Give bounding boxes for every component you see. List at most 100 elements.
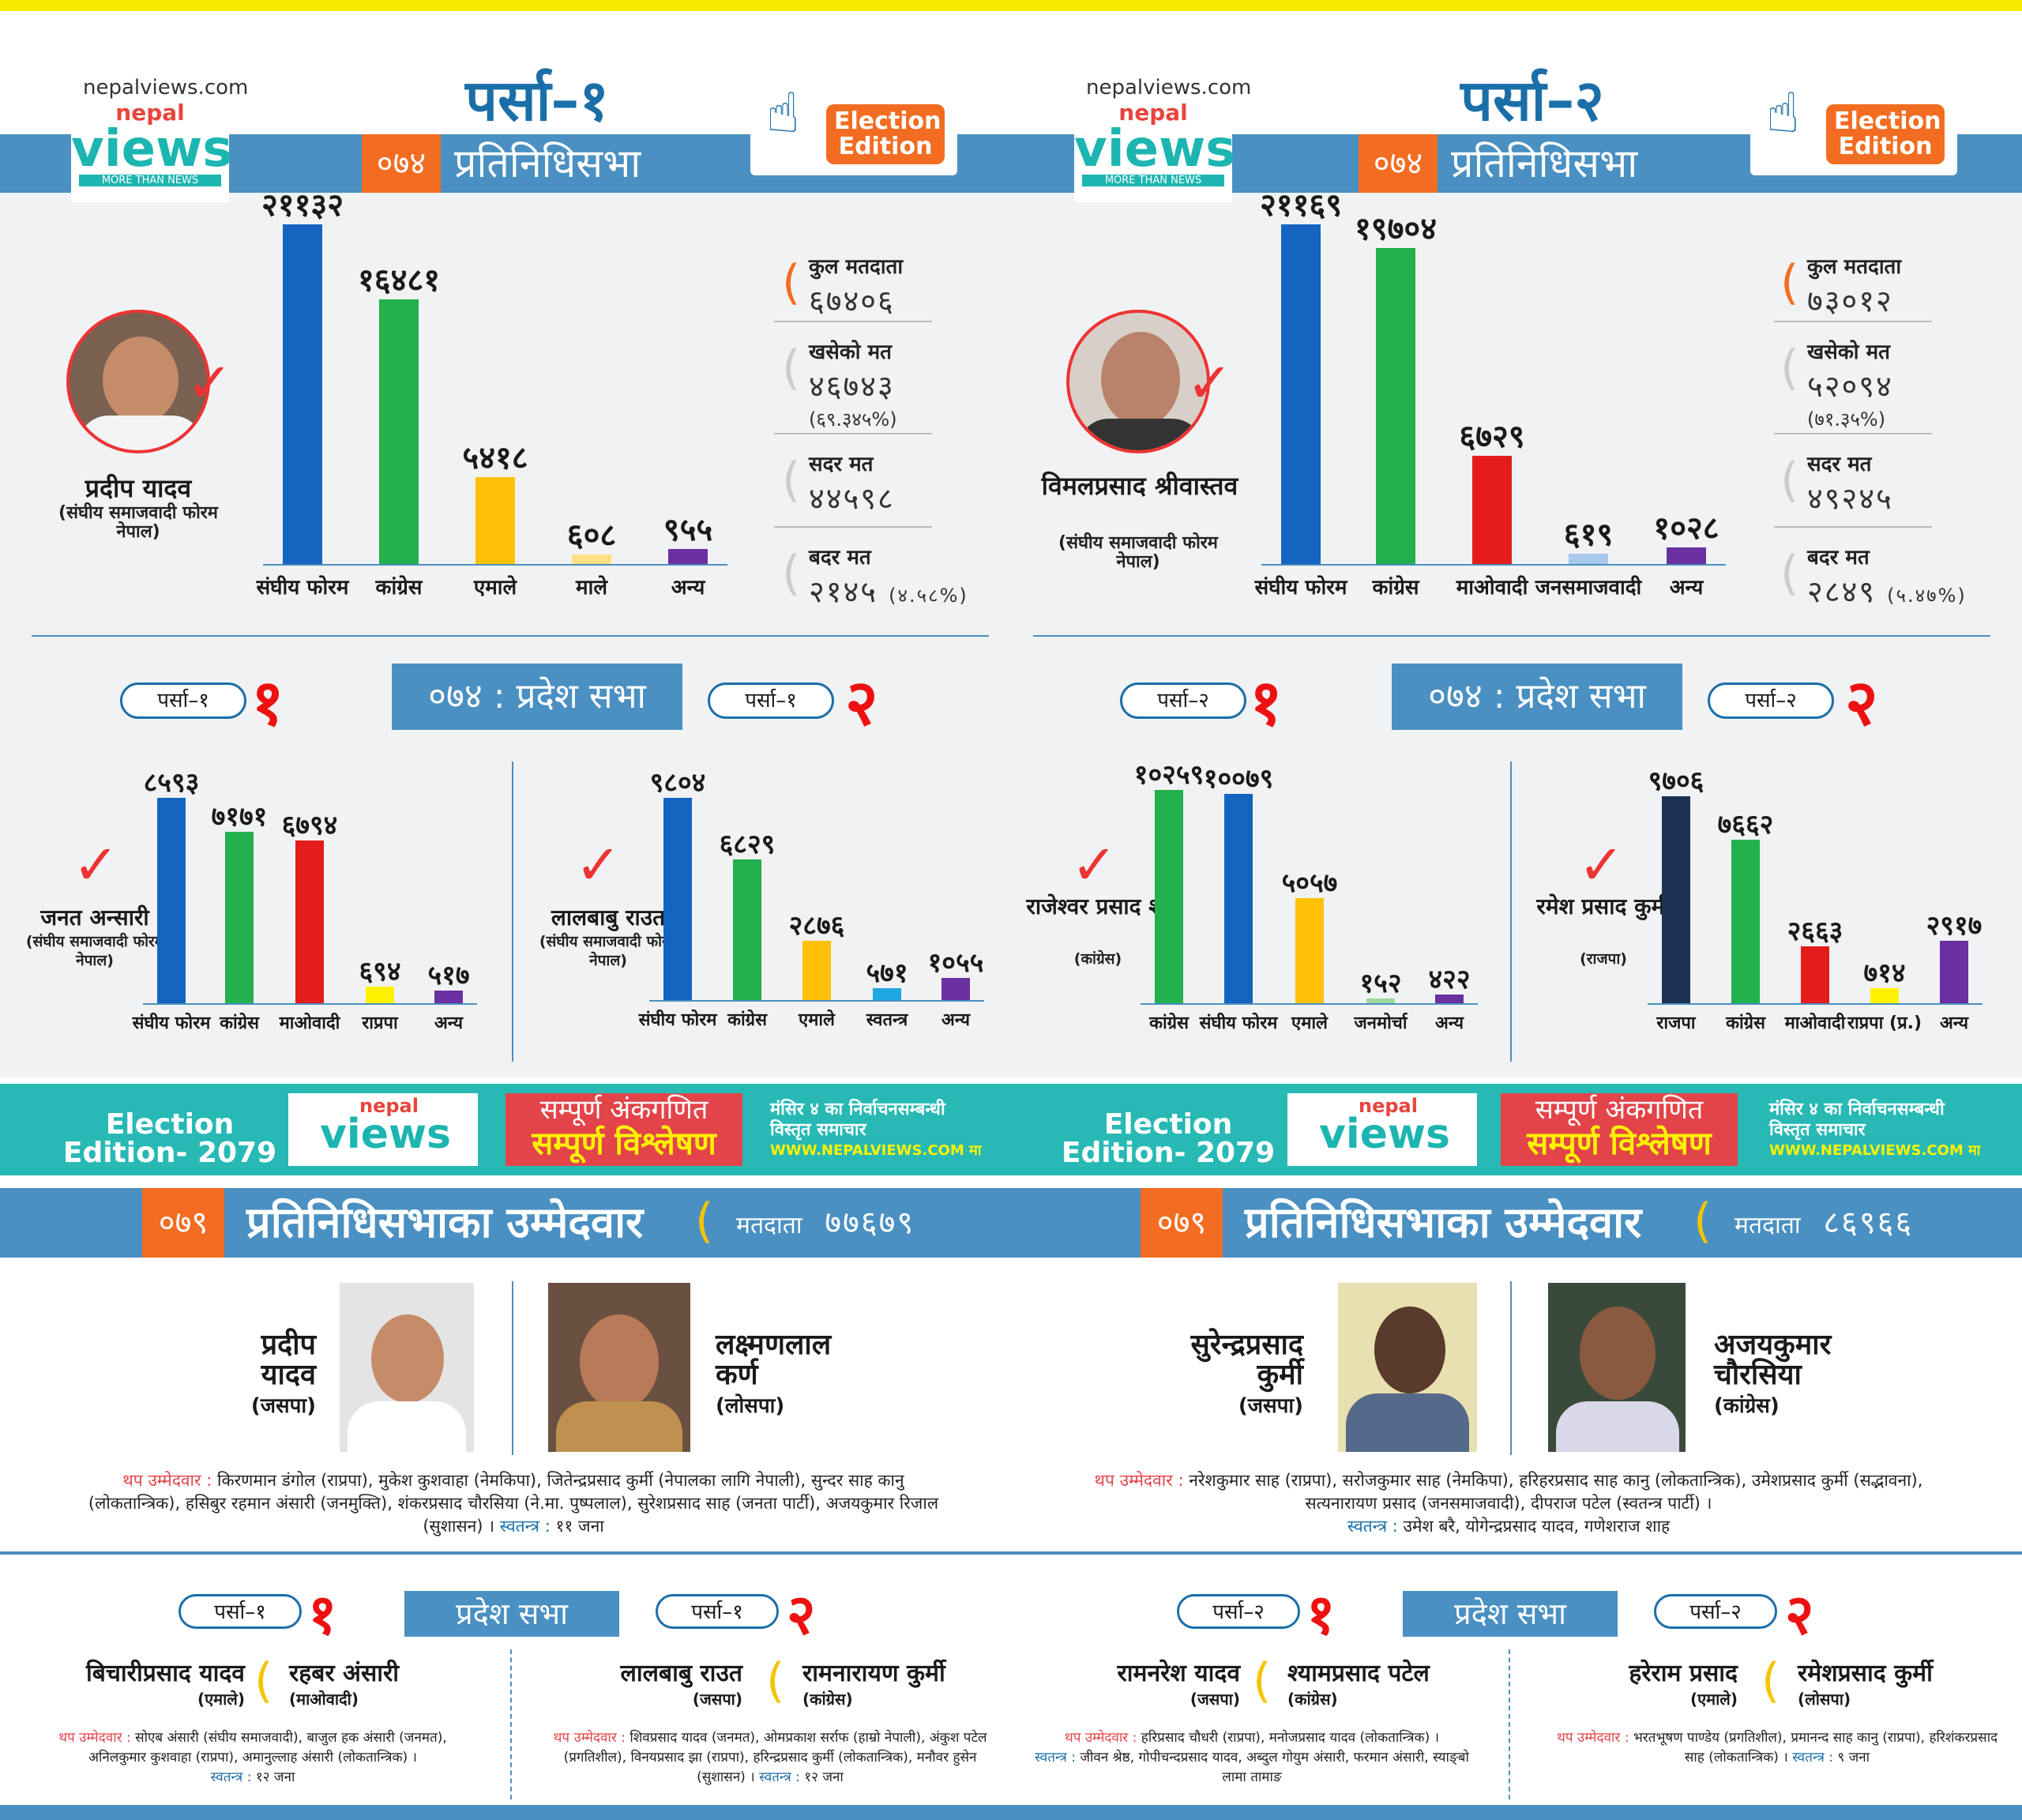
candidate-party: (जसपा): [1238, 1394, 1303, 1418]
independent-label: स्वतन्त्र :: [1792, 1750, 1833, 1765]
banner-red-line-2: सम्पूर्ण विश्लेषण: [1527, 1126, 1712, 1162]
face-shape: [580, 1314, 659, 1409]
candidate-name: बिचारीप्रसाद यादव: [85, 1660, 245, 1687]
logo-views: views: [1319, 1111, 1450, 1158]
prov-other-candidates-b: थप उम्मेदवार : शिवप्रसाद यादव (जनमत), ओम…: [545, 1728, 995, 1788]
province-pill-1: पर्सा–१: [179, 1594, 302, 1629]
bar-5: [1667, 547, 1706, 564]
province-number-1: १: [1250, 666, 1283, 739]
nepalviews-logo[interactable]: nepal views MORE THAN NEWS: [1074, 100, 1235, 202]
face-shape: [1101, 332, 1180, 427]
province-1-winner-name: राजेश्वर प्रसाद शा: [1026, 893, 1170, 919]
banner-url[interactable]: WWW.NEPALVIEWS.COM मा: [1769, 1142, 1981, 1159]
candidate-name-2: यादव: [261, 1359, 316, 1391]
nepalviews-logo[interactable]: nepal views MORE THAN NEWS: [71, 100, 232, 202]
province-79-parsa-1: पर्सा–१ १ प्रदेश सभा पर्सा–१ २ बिचारीप्र…: [0, 1564, 1011, 1801]
banner-url[interactable]: WWW.NEPALVIEWS.COM मा: [770, 1142, 982, 1159]
bar-value-label: १००७९: [1203, 762, 1274, 795]
stat-valid-votes: ( सदर मत ४४५९८: [782, 449, 983, 518]
candidate-name: रामनारायण कुर्मी: [802, 1660, 945, 1687]
bar-value-label: ९७०६: [1648, 765, 1704, 797]
independent-label: स्वतन्त्र :: [1035, 1750, 1076, 1765]
stat-label: सदर मत: [1807, 453, 1872, 476]
bar-4: [366, 987, 394, 1003]
bar-1: [1281, 224, 1321, 564]
other-label: थप उम्मेदवार :: [1094, 1471, 1184, 1490]
divider: [774, 526, 932, 528]
bar-category-label: संघीय फोरम: [132, 1013, 211, 1033]
province-assembly-box: ०७४ : प्रदेश सभा: [392, 664, 682, 730]
province-pill-2: पर्सा–२: [1654, 1594, 1777, 1629]
shirt-shape: [1077, 419, 1204, 450]
other-list: भरतभूषण पाण्डेय (प्रगतिशील), प्रमानन्द स…: [1633, 1730, 1998, 1765]
election-edition-label: Election Edition: [1826, 104, 1945, 164]
bracket-icon: (: [1780, 255, 1799, 310]
bar-3: [1801, 946, 1829, 1003]
candidate-party: (कांग्रेस): [1287, 1690, 1338, 1709]
logo-nepal: nepal: [1359, 1095, 1418, 1117]
bar-2: [379, 299, 419, 564]
bar-value-label: ९५५: [663, 511, 713, 548]
bar-value-label: १९७०४: [1355, 210, 1437, 247]
site-name[interactable]: nepalviews.com: [83, 76, 249, 100]
winner-party: (संघीय समाजवादी फोरम नेपाल): [1058, 533, 1218, 572]
district-title: पर्सा–२: [1460, 67, 1604, 133]
election-edition-tag: ☝ Election Edition: [750, 81, 957, 175]
stat-invalid-votes: ( बदर मत २१४५ (४.५८%): [782, 542, 1014, 611]
other-list: सोएब अंसारी (संघीय समाजवादी), बाजुल हक अ…: [88, 1730, 447, 1765]
year-badge: ०७९: [142, 1188, 224, 1258]
chart-baseline: [1141, 1003, 1478, 1005]
province-number-2: २: [1785, 1582, 1814, 1647]
face-shape: [371, 1314, 444, 1403]
banner-info-line-1: मंसिर ४ का निर्वाचनसम्बन्धी: [770, 1100, 945, 1119]
bar-value-label: १५२: [1359, 968, 1402, 999]
bar-value-label: ६७२९: [1459, 419, 1525, 456]
bracket-icon: (: [1253, 1653, 1272, 1709]
logo-views: views: [320, 1111, 451, 1158]
banner-logo-1[interactable]: nepal views: [288, 1093, 478, 1166]
stat-sub: (६९.३४५%): [809, 408, 897, 431]
voters-label: मतदाता: [736, 1212, 802, 1239]
bar-category-label: राप्रपा: [362, 1013, 398, 1033]
province-number-1: १: [251, 666, 284, 739]
province-assembly-box: प्रदेश सभा: [1403, 1591, 1618, 1637]
site-name[interactable]: nepalviews.com: [1086, 76, 1252, 100]
other-candidates: थप उम्मेदवार : किरणमान डंगोल (राप्रपा), …: [87, 1469, 940, 1538]
banner-logo-2[interactable]: nepal views: [1287, 1093, 1477, 1166]
prov-candidate-b1: हरेराम प्रसाद (एमाले): [1548, 1656, 1738, 1709]
bar-value-label: ९८०४: [649, 767, 706, 799]
winner-check-icon: ✓: [73, 833, 119, 897]
chart-baseline: [1261, 564, 1726, 566]
bracket-icon: (: [782, 340, 801, 396]
prov-candidate-a1: रामनरेश यादव (जसपा): [1058, 1656, 1240, 1709]
candidate-name: लालबाबु राउत: [620, 1660, 742, 1687]
bar-value-label: १०२८: [1653, 510, 1719, 547]
winner-check-icon: ✓: [1071, 833, 1118, 897]
bar-4: [873, 988, 901, 1000]
bar-2: [225, 832, 254, 1003]
bar-category-label: संघीय फोरम: [638, 1010, 717, 1030]
candidate-party: (कांग्रेस): [802, 1690, 853, 1709]
bar-1: [663, 798, 692, 1000]
province-2-winner-party: (संघीय समाजवादी फोरम नेपाल): [539, 933, 678, 969]
candidate-name-1: अजयकुमार: [1714, 1329, 1832, 1361]
bar-category-label: कांग्रेस: [220, 1013, 259, 1033]
candidate-1-photo: [1338, 1283, 1477, 1452]
candidate-1: सुरेन्द्रप्रसाद कुर्मी (जसपा): [1145, 1330, 1303, 1419]
bar-3: [802, 940, 831, 1000]
top-yellow-bar: [0, 0, 2022, 11]
bar-category-label: कांग्रेस: [375, 576, 423, 600]
province-pill-1: पर्सा–२: [1177, 1594, 1300, 1629]
other-list: किरणमान डंगोल (राप्रपा), मुकेश कुशवाहा (…: [88, 1471, 939, 1536]
voters-label: मतदाता: [1734, 1212, 1801, 1239]
bar-category-label: स्वतन्त्र: [866, 1010, 908, 1030]
candidate-name: श्यामप्रसाद पटेल: [1287, 1660, 1430, 1687]
prov-candidate-b2: रामनारायण कुर्मी (कांग्रेस): [802, 1656, 1008, 1709]
chart-baseline: [263, 564, 727, 566]
candidates-title: प्रतिनिधिसभाका उम्मेदवार: [1245, 1198, 1642, 1247]
voters-count: मतदाता ७७६७९: [736, 1188, 915, 1261]
bar-2: [733, 859, 761, 1000]
bar-2: [1376, 247, 1415, 564]
logo-nepal: nepal: [1118, 100, 1188, 126]
bar-3: [1295, 897, 1324, 1003]
